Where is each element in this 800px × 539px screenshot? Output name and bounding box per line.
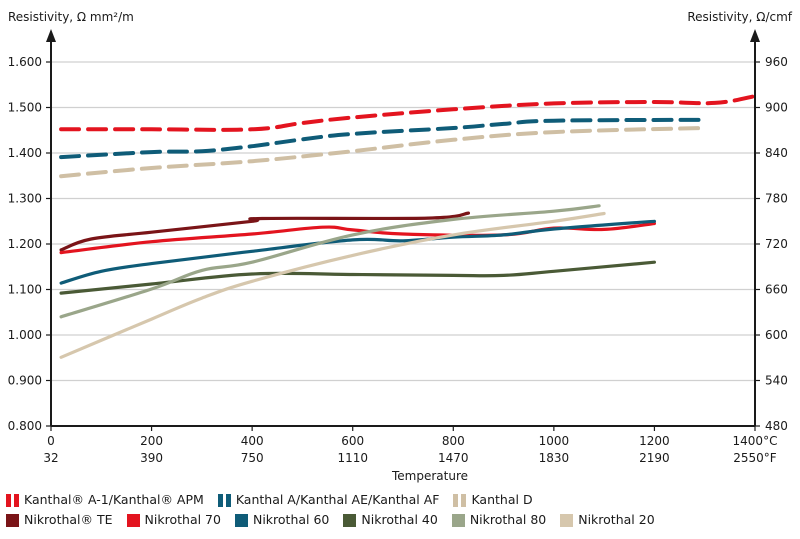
y-tick-label-right: 960	[765, 55, 788, 69]
series-line-nikrothal-te	[59, 211, 470, 252]
legend-item: Kanthal D	[453, 490, 533, 510]
legend-row-kanthal: Kanthal® A-1/Kanthal® APM Kanthal A/Kanth…	[6, 490, 669, 510]
series-layer	[59, 94, 757, 359]
legend-label: Kanthal D	[471, 492, 533, 507]
legend-item: Nikrothal 20	[560, 510, 655, 530]
x-tick-label-fahrenheit: 390	[140, 451, 163, 465]
x-tick-label-celsius: 1400°C	[733, 434, 778, 448]
y-tick-label-left: 1.100	[8, 283, 42, 297]
x-tick-label-fahrenheit: 1830	[539, 451, 570, 465]
y-tick-label-right: 840	[765, 146, 788, 160]
legend-label: Nikrothal 70	[144, 512, 221, 527]
legend-item: Nikrothal 40	[343, 510, 438, 530]
legend-row-nikrothal: Nikrothal® TE Nikrothal 70 Nikrothal 60 Nik…	[6, 510, 669, 530]
x-tick-label-fahrenheit: 1110	[337, 451, 368, 465]
legend-swatch-solid-icon	[343, 513, 357, 527]
y-tick-label-right: 900	[765, 101, 788, 115]
legend-swatch-solid-icon	[6, 513, 19, 527]
axes: 0.800 480 0.900 540 1.000 600 1.100 660 1.200 720…	[8, 29, 788, 465]
y-axis-label-right: Resistivity, Ω/cmf	[687, 10, 792, 24]
x-axis-label: Temperature	[391, 469, 468, 483]
legend-item: Nikrothal 70	[126, 510, 221, 530]
y-tick-label-left: 1.000	[8, 328, 42, 342]
legend-swatch-solid-icon	[560, 513, 574, 527]
series-line-nikrothal-20	[59, 211, 606, 359]
legend-item: Kanthal A/Kanthal AE/Kanthal AF	[217, 490, 440, 510]
y-tick-label-left: 0.800	[8, 419, 42, 433]
legend-item: Nikrothal 60	[234, 510, 330, 530]
x-tick-label-celsius: 1000	[539, 434, 570, 448]
series-line-nikrothal-60	[59, 219, 656, 285]
legend-item: Nikrothal® TE	[6, 510, 113, 530]
y-tick-label-right: 660	[765, 283, 788, 297]
arrow-up-icon	[750, 29, 760, 42]
y-tick-label-left: 1.200	[8, 237, 42, 251]
y-tick-label-left: 1.300	[8, 192, 42, 206]
legend-item: Kanthal® A-1/Kanthal® APM	[6, 490, 204, 510]
legend-swatch-dashed-icon	[6, 493, 19, 507]
legend-swatch-solid-icon	[451, 513, 465, 527]
x-tick-label-fahrenheit: 750	[241, 451, 264, 465]
arrow-up-icon	[46, 29, 56, 42]
legend-swatch-dashed-icon	[453, 493, 467, 507]
x-tick-label-fahrenheit: 32	[43, 451, 58, 465]
y-tick-label-left: 1.600	[8, 55, 42, 69]
series-line-kanthal-a-1-kanthal-apm	[59, 94, 757, 132]
legend-item: Nikrothal 80	[451, 510, 547, 530]
legend-label: Nikrothal 80	[469, 512, 547, 527]
legend-label: Nikrothal 20	[578, 512, 655, 527]
x-tick-label-celsius: 0	[47, 434, 55, 448]
y-tick-label-right: 480	[765, 419, 788, 433]
x-tick-label-celsius: 400	[241, 434, 264, 448]
y-tick-label-left: 1.400	[8, 146, 42, 160]
y-tick-label-left: 1.500	[8, 101, 42, 115]
legend-label: Kanthal A/Kanthal AE/Kanthal AF	[235, 492, 440, 507]
legend-label: Nikrothal 60	[252, 512, 330, 527]
x-tick-label-fahrenheit: 1470	[438, 451, 469, 465]
legend-label: Nikrothal® TE	[24, 512, 113, 527]
x-tick-label-celsius: 200	[140, 434, 163, 448]
legend: Kanthal® A-1/Kanthal® APM Kanthal A/Kanth…	[6, 490, 669, 530]
x-tick-label-fahrenheit: 2190	[639, 451, 670, 465]
series-line-nikrothal-80	[59, 204, 601, 319]
y-tick-label-right: 780	[765, 192, 788, 206]
y-tick-label-right: 720	[765, 237, 788, 251]
x-tick-label-celsius: 1200	[639, 434, 670, 448]
y-tick-label-right: 540	[765, 374, 788, 388]
x-tick-label-celsius: 600	[341, 434, 364, 448]
legend-swatch-dashed-icon	[217, 493, 231, 507]
y-axis-label-left: Resistivity, Ω mm²/m	[8, 10, 134, 24]
x-tick-label-celsius: 800	[442, 434, 465, 448]
legend-label: Kanthal® A-1/Kanthal® APM	[24, 492, 204, 507]
legend-swatch-solid-icon	[126, 513, 140, 527]
y-tick-label-right: 600	[765, 328, 788, 342]
legend-swatch-solid-icon	[234, 513, 248, 527]
series-line-kanthal-d	[59, 126, 707, 179]
x-tick-label-fahrenheit: 2550°F	[733, 451, 777, 465]
y-tick-label-left: 0.900	[8, 374, 42, 388]
series-line-nikrothal-40	[59, 260, 656, 295]
series-line-kanthal-a-kanthal-ae-kanthal-af	[59, 117, 707, 160]
legend-label: Nikrothal 40	[361, 512, 438, 527]
